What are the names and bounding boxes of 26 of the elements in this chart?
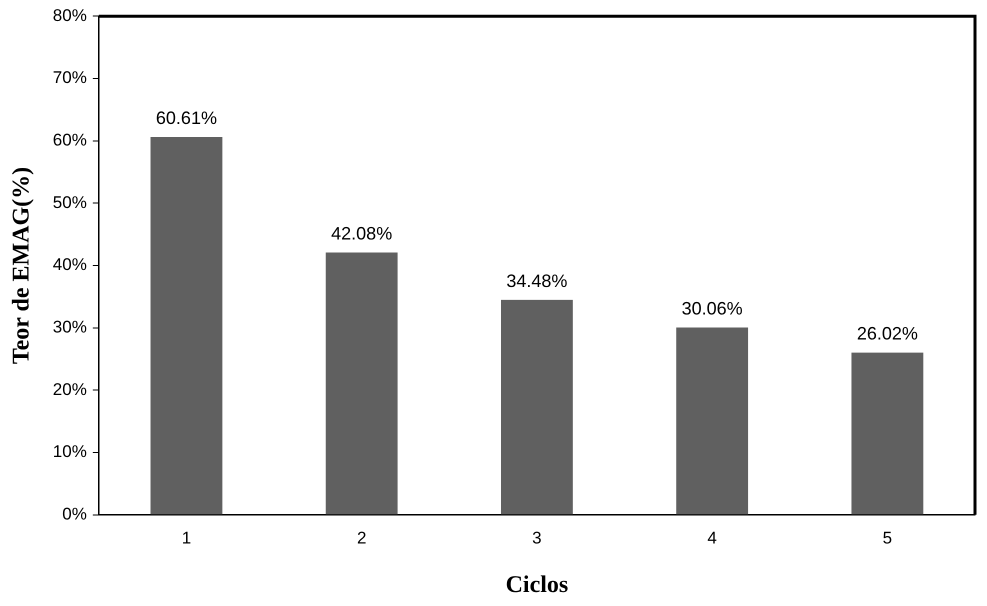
y-tick-label: 70% (52, 68, 87, 88)
y-tick-label: 10% (52, 442, 87, 462)
y-tick-label: 60% (52, 130, 87, 150)
bar (326, 252, 398, 514)
x-tick-label: 1 (182, 528, 192, 548)
bar (500, 300, 573, 514)
y-tick-label: 0% (62, 504, 87, 524)
x-tick-label: 5 (882, 528, 892, 548)
data-label: 26.02% (856, 324, 918, 344)
y-tick-label: 20% (52, 380, 87, 399)
bar (676, 327, 748, 514)
x-tick-label: 2 (356, 528, 366, 548)
data-label: 30.06% (682, 298, 743, 318)
bar (851, 352, 924, 514)
bar (150, 137, 222, 514)
data-label: 42.08% (331, 224, 392, 244)
x-tick-label: 3 (532, 528, 542, 548)
y-tick-label: 40% (52, 255, 87, 274)
y-axis-title: Teor de EMAG(%) (8, 166, 35, 364)
y-tick-label: 30% (52, 318, 87, 337)
data-label: 34.48% (506, 270, 568, 291)
x-tick-label: 4 (707, 528, 717, 548)
x-axis-title: Ciclos (506, 572, 568, 598)
y-tick-label: 80% (52, 6, 87, 25)
data-label: 60.61% (156, 108, 217, 128)
y-tick-label: 50% (52, 192, 87, 212)
